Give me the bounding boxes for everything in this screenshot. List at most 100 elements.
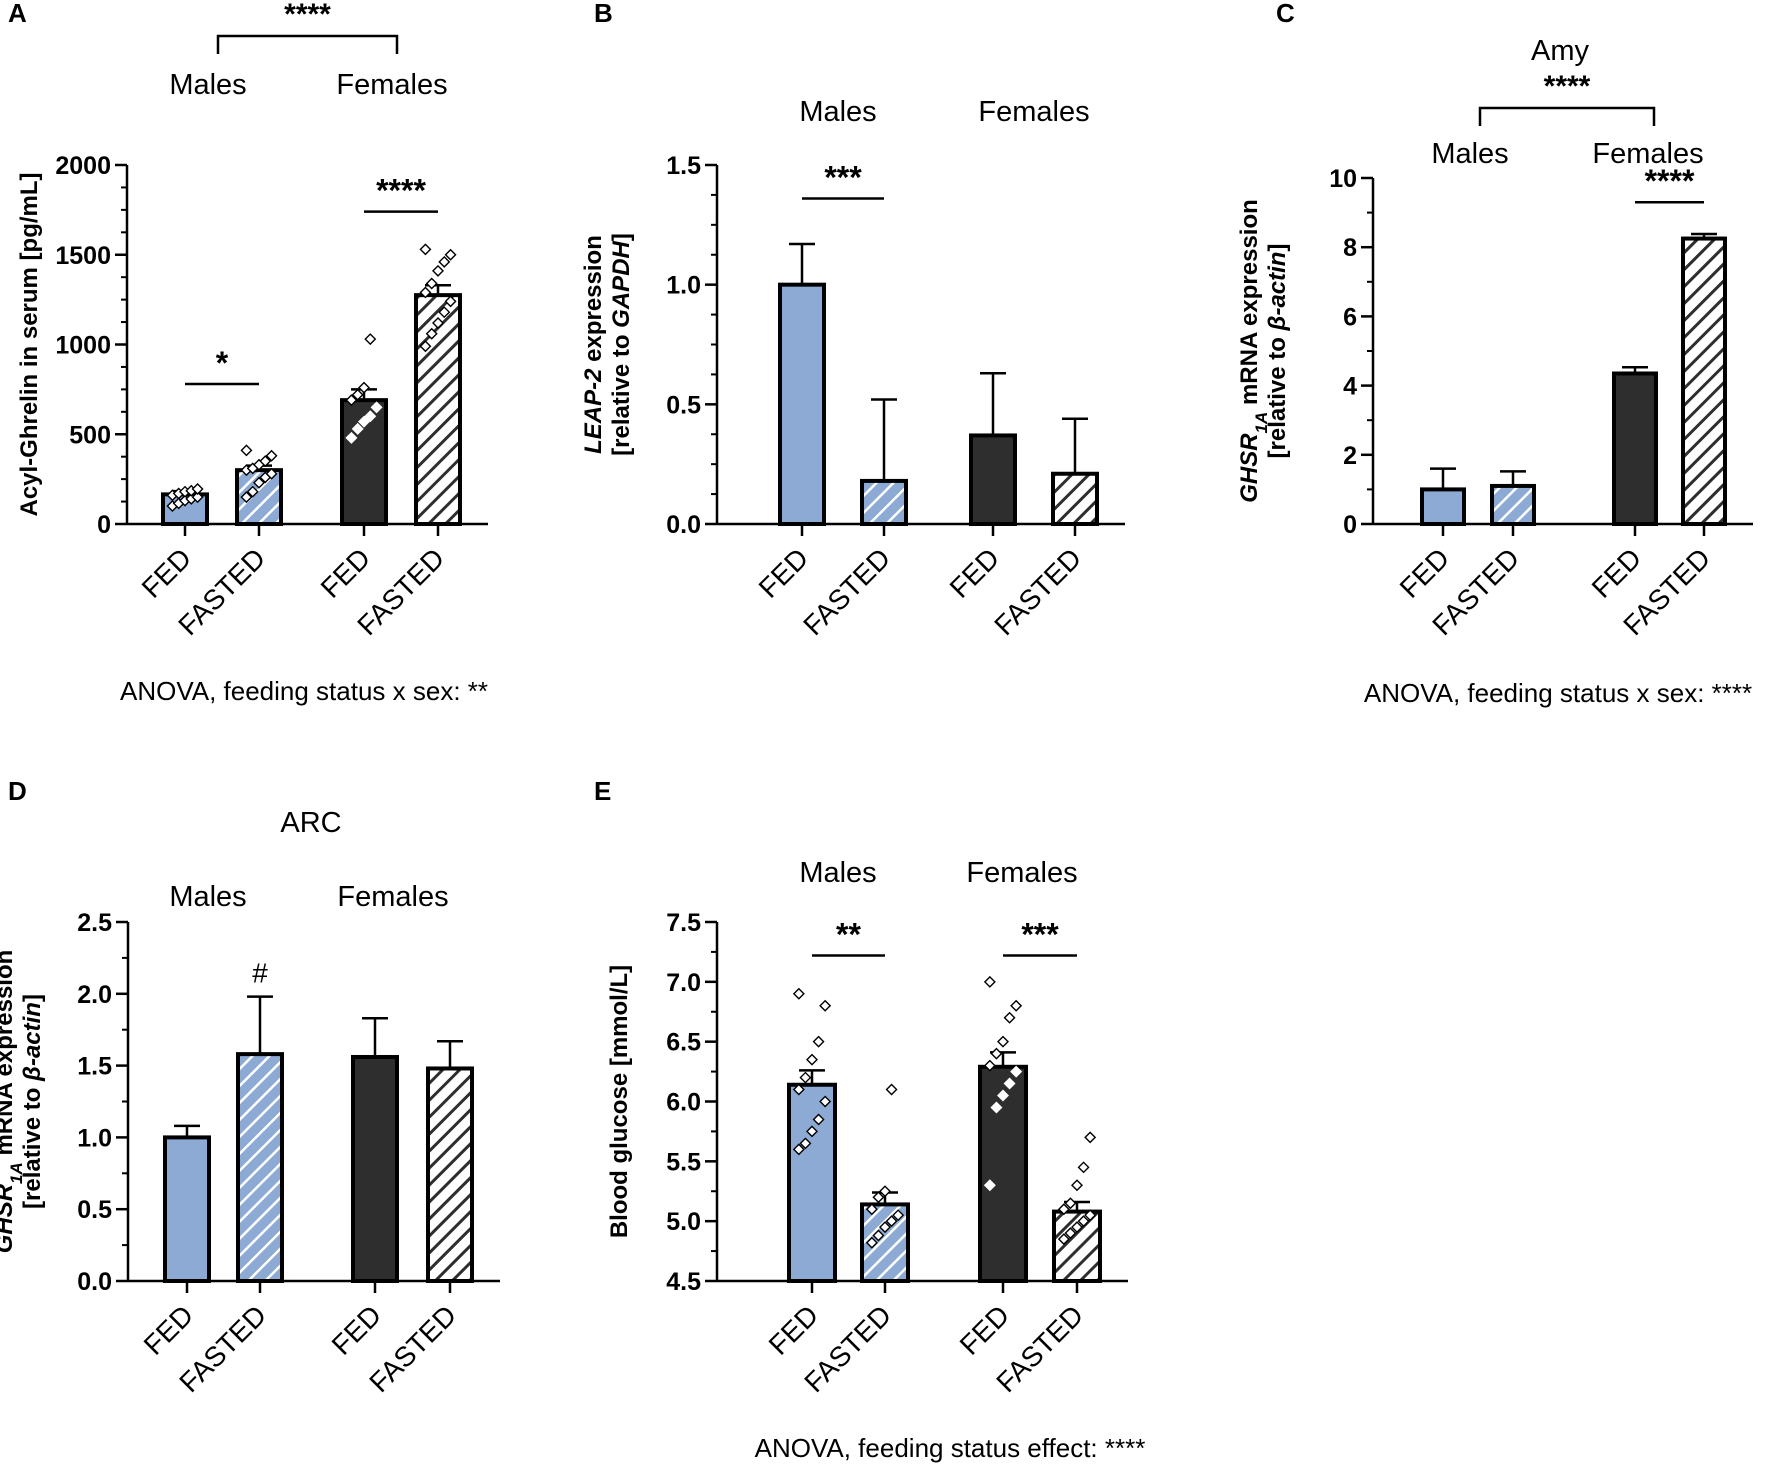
y-tick-label-E: 5.5 (666, 1148, 701, 1176)
data-point-E-0 (799, 1137, 812, 1150)
y-axis-label-A: Acyl-Ghrelin in serum [pg/mL] (16, 172, 43, 516)
panel-label-B: B (594, 0, 613, 28)
data-point-A-1 (240, 491, 253, 504)
y-axis-label-part: ] (1264, 244, 1291, 252)
y-axis-label-D-line1: [relative to β-actin] (19, 994, 46, 1209)
data-point-E-2 (997, 1089, 1009, 1102)
data-point-A-3 (419, 340, 432, 353)
y-tick-label-E: 7.0 (666, 969, 701, 997)
data-point-A-3 (432, 316, 444, 329)
data-point-A-3 (438, 306, 451, 319)
y-axis-label-E: Blood glucose [mmol/L] (606, 965, 633, 1238)
data-point-E-0 (819, 1095, 832, 1108)
y-axis-label-part: LEAP-2 (580, 368, 607, 454)
comparison-label-E-0: ** (836, 917, 861, 953)
data-point-E-0 (812, 1113, 825, 1126)
data-point-A-1 (240, 444, 253, 457)
panel-E: E Males Females 4.5 5.0 5.5 6.0 6.5 7.0 7.5 Blood … (594, 776, 1145, 1463)
data-point-E-1 (885, 1215, 898, 1228)
y-tick-label-E: 6.5 (666, 1029, 701, 1057)
y-axis-label-part: GAPDH (608, 240, 635, 327)
group-label-C-0: Males (1431, 138, 1508, 170)
group-label-B-0: Males (799, 96, 876, 128)
data-point-E-0 (812, 1035, 825, 1048)
data-point-A-1 (265, 449, 278, 462)
bar-E-3 (1052, 1209, 1102, 1284)
panel-label-D: D (8, 776, 27, 806)
data-point-E-2 (990, 1101, 1003, 1114)
y-axis-label-D-line0: GHSR1A mRNA expression (0, 950, 26, 1254)
data-point-E-2 (983, 1059, 996, 1072)
y-axis-label-part: [relative to (19, 1081, 46, 1209)
comparison-label-A-1: **** (376, 173, 426, 209)
data-point-A-3 (419, 286, 432, 299)
y-axis-label-part: β-actin (1264, 252, 1291, 332)
data-point-A-0 (191, 491, 204, 504)
y-tick-label-B: 0.0 (666, 511, 701, 539)
y-tick-label-A: 1500 (55, 242, 111, 270)
data-point-E-2 (997, 1035, 1009, 1048)
data-point-E-3 (1064, 1197, 1077, 1210)
panel-label-A: A (8, 0, 27, 28)
group-label-D-0: Males (169, 881, 246, 913)
data-point-A-3 (444, 248, 457, 261)
data-point-A-3 (419, 243, 432, 256)
bar-A-3 (414, 293, 462, 527)
group-label-E-0: Males (799, 857, 876, 889)
y-tick-label-E: 5.0 (666, 1208, 701, 1236)
data-point-A-2 (358, 381, 370, 394)
data-point-A-3 (438, 255, 451, 268)
panel-D: D ARC Males Females 0.0 0.5 1.0 1.5 2.0 2.5 GHSR1A… (0, 776, 500, 1398)
x-tick-label-B-0: FED (753, 542, 815, 604)
y-axis-label-part: β-actin (19, 1002, 46, 1082)
x-tick-label-A-0: FED (136, 542, 198, 604)
data-point-E-1 (879, 1221, 891, 1234)
panel-title-C: Amy (1531, 35, 1590, 67)
data-point-E-1 (885, 1083, 898, 1096)
bar-E-0 (787, 1082, 837, 1284)
data-point-A-3 (444, 295, 457, 308)
data-point-E-1 (872, 1191, 885, 1204)
top-bracket-A (216, 34, 399, 54)
bar-D-1 (236, 1052, 284, 1284)
bar-C-2 (1612, 371, 1658, 526)
bar-C-0 (1420, 487, 1466, 526)
y-axis-label-B-line1: [relative to GAPDH] (608, 233, 635, 456)
data-point-A-1 (253, 476, 265, 489)
y-tick-label-C: 10 (1329, 165, 1357, 193)
y-tick-label-A: 0 (97, 511, 111, 539)
data-point-A-1 (259, 455, 272, 468)
data-point-E-2 (1010, 999, 1023, 1012)
y-axis-label-part: [relative to (1264, 330, 1291, 458)
y-tick-label-B: 1.5 (666, 152, 701, 180)
bar-B-2 (969, 433, 1017, 526)
x-tick-label-D-0: FED (138, 1299, 200, 1361)
x-tick-label-D-2: FED (326, 1299, 388, 1361)
data-point-E-3 (1084, 1131, 1097, 1144)
y-tick-label-E: 6.0 (666, 1089, 701, 1117)
data-point-E-0 (799, 1071, 812, 1084)
data-point-E-1 (892, 1209, 905, 1222)
y-tick-label-C: 4 (1343, 373, 1357, 401)
x-tick-label-E-2: FED (954, 1299, 1016, 1361)
data-point-E-0 (806, 1125, 818, 1138)
x-tick-label-C-2: FED (1586, 542, 1648, 604)
y-tick-label-A: 500 (69, 421, 111, 449)
y-axis-label-part: GHSR (1236, 433, 1263, 503)
bar-annotation-D-1: # (252, 958, 268, 989)
data-point-E-1 (865, 1236, 878, 1249)
bar-C-3 (1681, 236, 1727, 527)
group-label-D-1: Females (337, 881, 448, 913)
y-axis-label-B-line0: LEAP-2 expression (580, 235, 607, 454)
comparison-label-E-1: *** (1021, 917, 1059, 953)
data-point-E-2 (983, 975, 996, 988)
data-point-A-3 (425, 277, 438, 290)
top-bracket-C (1478, 106, 1656, 126)
bar-B-1 (860, 478, 908, 527)
y-tick-label-E: 4.5 (666, 1268, 701, 1296)
top-bracket-label-C: **** (1544, 70, 1591, 103)
x-tick-label-B-3: FASTED (988, 542, 1087, 641)
data-point-E-3 (1077, 1215, 1090, 1228)
y-axis-label-part: 1A (7, 1162, 26, 1184)
